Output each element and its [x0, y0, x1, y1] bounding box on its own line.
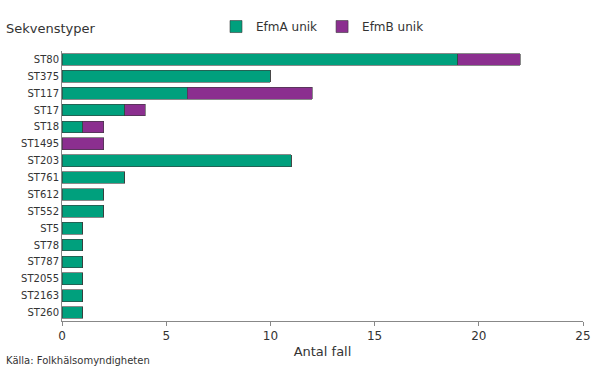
svg-text:ST1495: ST1495	[21, 138, 59, 149]
svg-text:20: 20	[471, 329, 486, 343]
svg-text:Sekvenstyper: Sekvenstyper	[6, 21, 96, 36]
svg-text:ST78: ST78	[34, 240, 59, 251]
svg-text:ST260: ST260	[27, 307, 59, 318]
svg-text:ST5: ST5	[40, 223, 59, 234]
svg-text:EfmA unik: EfmA unik	[256, 20, 317, 34]
svg-text:ST612: ST612	[27, 189, 59, 200]
svg-text:Källa: Folkhälsomyndigheten: Källa: Folkhälsomyndigheten	[6, 355, 150, 366]
svg-text:EfmB unik: EfmB unik	[362, 20, 423, 34]
svg-text:ST117: ST117	[27, 88, 59, 99]
svg-text:ST203: ST203	[27, 155, 59, 166]
svg-text:ST761: ST761	[27, 172, 59, 183]
svg-text:ST552: ST552	[27, 206, 59, 217]
svg-text:Antal fall: Antal fall	[294, 344, 352, 359]
svg-text:ST375: ST375	[27, 71, 59, 82]
svg-text:25: 25	[575, 329, 590, 343]
svg-text:ST80: ST80	[34, 54, 59, 65]
svg-text:ST18: ST18	[34, 121, 59, 132]
svg-text:ST2163: ST2163	[21, 290, 59, 301]
svg-text:0: 0	[58, 329, 66, 343]
svg-text:ST2055: ST2055	[21, 273, 59, 284]
svg-text:ST787: ST787	[27, 256, 59, 267]
svg-text:ST17: ST17	[34, 105, 59, 116]
svg-text:10: 10	[263, 329, 278, 343]
svg-text:5: 5	[162, 329, 170, 343]
svg-text:15: 15	[367, 329, 382, 343]
